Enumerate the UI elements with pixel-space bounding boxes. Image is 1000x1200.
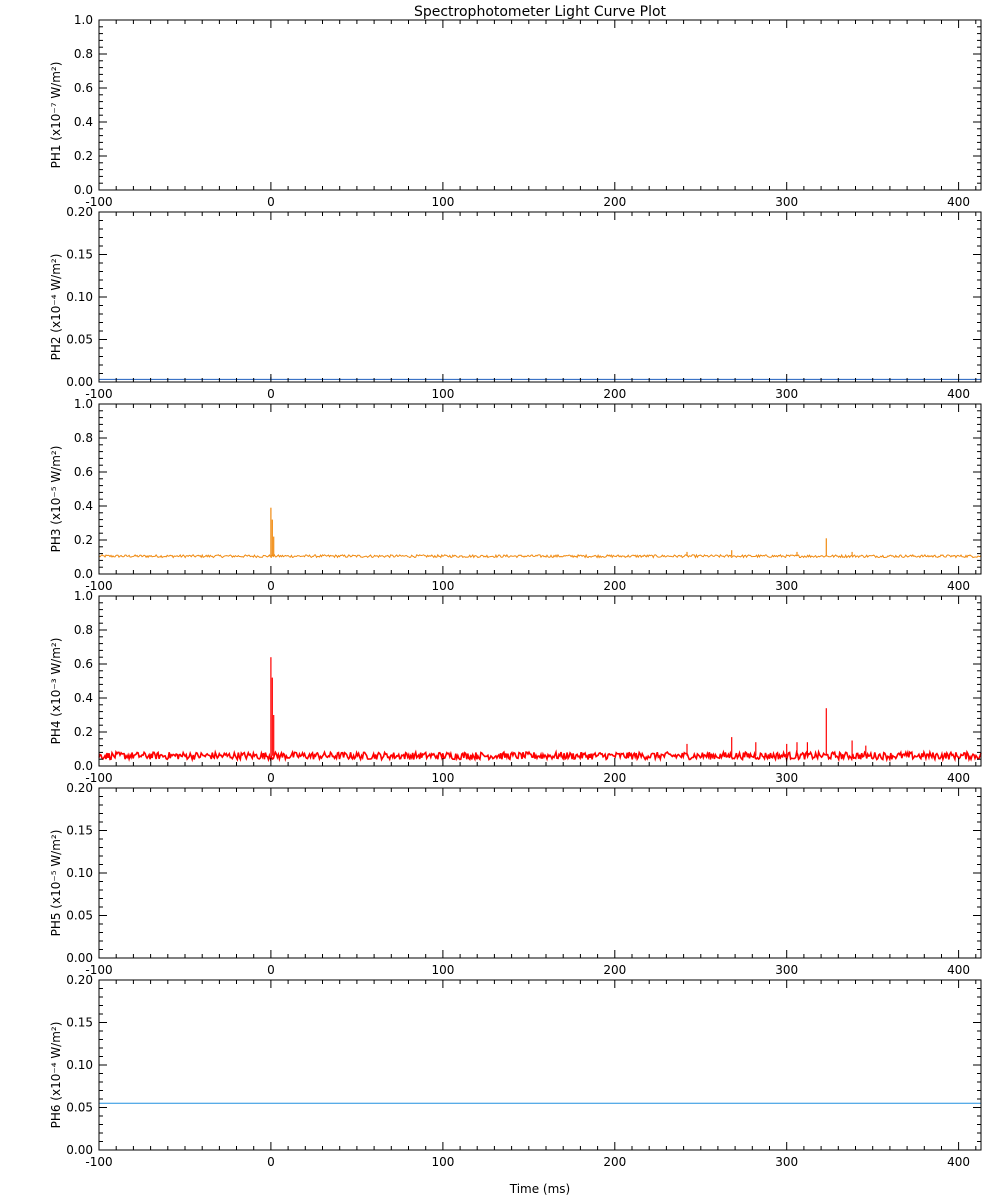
x-tick-label: 100 — [431, 1155, 454, 1169]
panel-ph3: -100 0 100 200 300 400 0.0 0.2 0.4 0.6 0.8 1.0 PH3 (… — [49, 397, 982, 593]
y-tick-label: 0.8 — [74, 431, 93, 445]
x-tick-label: -100 — [85, 195, 112, 209]
series-line-ph3 — [98, 553, 982, 559]
x-tick-label: 0 — [267, 387, 275, 401]
y-axis-label-ph1: PH1 (x10⁻⁷ W/m²) — [49, 62, 63, 169]
y-tick-label: 0.4 — [74, 115, 93, 129]
y-tick-label: 0.10 — [66, 290, 93, 304]
x-tick-label: 300 — [775, 963, 798, 977]
x-tick-label: 0 — [267, 1155, 275, 1169]
x-tick-label: 200 — [603, 771, 626, 785]
x-tick-label: 200 — [603, 195, 626, 209]
y-tick-label: 0.6 — [74, 81, 93, 95]
panel-ph2: -100 0 100 200 300 400 0.00 0.05 0.10 0.15 0.20 PH2… — [49, 205, 982, 401]
y-tick-label: 0.0 — [74, 567, 93, 581]
x-tick-label: 400 — [947, 387, 970, 401]
x-tick-label: 0 — [267, 963, 275, 977]
y-tick-label: 0.8 — [74, 623, 93, 637]
y-tick-label: 0.10 — [66, 1058, 93, 1072]
x-tick-label: 400 — [947, 771, 970, 785]
y-tick-label: 0.6 — [74, 657, 93, 671]
y-tick-label: 0.05 — [66, 333, 93, 347]
y-tick-label: 0.4 — [74, 499, 93, 513]
y-tick-label: 0.15 — [66, 248, 93, 262]
y-tick-label: 0.00 — [66, 375, 93, 389]
y-axis-label-ph6: PH6 (x10⁻⁴ W/m²) — [49, 1022, 63, 1129]
panel-ph5: -100 0 100 200 300 400 0.00 0.05 0.10 0.15 0.20 PH5… — [49, 781, 982, 977]
plot-frame — [98, 403, 982, 575]
x-tick-label: 300 — [775, 195, 798, 209]
x-tick-label: 100 — [431, 771, 454, 785]
y-tick-label: 0.2 — [74, 533, 93, 547]
x-tick-label: 300 — [775, 579, 798, 593]
y-tick-label: 0.6 — [74, 465, 93, 479]
x-tick-label: 100 — [431, 387, 454, 401]
x-tick-label: 400 — [947, 579, 970, 593]
x-tick-label: 0 — [267, 195, 275, 209]
panel-ph4: -100 0 100 200 300 400 0.0 0.2 0.4 0.6 0.8 1.0 PH4 (… — [49, 589, 982, 785]
y-tick-label: 1.0 — [74, 397, 93, 411]
y-tick-label: 0.0 — [74, 183, 93, 197]
x-tick-label: 300 — [775, 387, 798, 401]
x-tick-label: 300 — [775, 771, 798, 785]
x-tick-label: 100 — [431, 195, 454, 209]
y-tick-label: 0.2 — [74, 149, 93, 163]
y-tick-label: 0.20 — [66, 781, 93, 795]
y-tick-label: 1.0 — [74, 589, 93, 603]
x-tick-label: 200 — [603, 1155, 626, 1169]
x-tick-label: -100 — [85, 387, 112, 401]
y-tick-label: 0.00 — [66, 951, 93, 965]
x-tick-label: 100 — [431, 963, 454, 977]
panel-ph6: -100 0 100 200 300 400 0.00 0.05 0.10 0.15 0.20 PH6… — [49, 973, 982, 1169]
plot-frame — [98, 595, 982, 767]
x-tick-label: 400 — [947, 1155, 970, 1169]
y-tick-label: 0.20 — [66, 205, 93, 219]
x-tick-label: 0 — [267, 771, 275, 785]
x-tick-label: 200 — [603, 579, 626, 593]
x-tick-label: 0 — [267, 579, 275, 593]
x-axis-label: Time (ms) — [509, 1182, 571, 1196]
x-tick-label: -100 — [85, 1155, 112, 1169]
y-axis-label-ph4: PH4 (x10⁻³ W/m²) — [49, 638, 63, 745]
panel-ph1: -100 0 100 200 300 400 0.0 0.2 0.4 0.6 0.8 1.0 PH1 (… — [49, 13, 982, 209]
y-axis-label-ph2: PH2 (x10⁻⁴ W/m²) — [49, 254, 63, 361]
y-axis-label-ph5: PH5 (x10⁻⁵ W/m²) — [49, 830, 63, 937]
x-tick-label: 200 — [603, 387, 626, 401]
y-tick-label: 0.20 — [66, 973, 93, 987]
x-tick-label: 100 — [431, 579, 454, 593]
y-tick-label: 0.15 — [66, 1016, 93, 1030]
plot-frame — [98, 19, 982, 191]
x-tick-label: -100 — [85, 963, 112, 977]
y-tick-label: 0.0 — [74, 759, 93, 773]
y-tick-label: 0.4 — [74, 691, 93, 705]
y-tick-label: 0.00 — [66, 1143, 93, 1157]
y-tick-label: 0.10 — [66, 866, 93, 880]
y-tick-label: 0.05 — [66, 909, 93, 923]
x-tick-label: -100 — [85, 579, 112, 593]
x-tick-label: -100 — [85, 771, 112, 785]
chart-title: Spectrophotometer Light Curve Plot — [414, 4, 667, 20]
y-tick-label: 0.8 — [74, 47, 93, 61]
plot-frame — [98, 787, 982, 959]
plot-frame — [98, 979, 982, 1151]
x-tick-label: 200 — [603, 963, 626, 977]
x-tick-label: 300 — [775, 1155, 798, 1169]
plot-frame — [98, 211, 982, 383]
x-tick-label: 400 — [947, 963, 970, 977]
y-axis-label-ph3: PH3 (x10⁻⁵ W/m²) — [49, 446, 63, 553]
y-tick-label: 1.0 — [74, 13, 93, 27]
y-tick-label: 0.2 — [74, 725, 93, 739]
series-line-ph4 — [98, 748, 982, 763]
y-tick-label: 0.05 — [66, 1101, 93, 1115]
x-tick-label: 400 — [947, 195, 970, 209]
y-tick-label: 0.15 — [66, 824, 93, 838]
